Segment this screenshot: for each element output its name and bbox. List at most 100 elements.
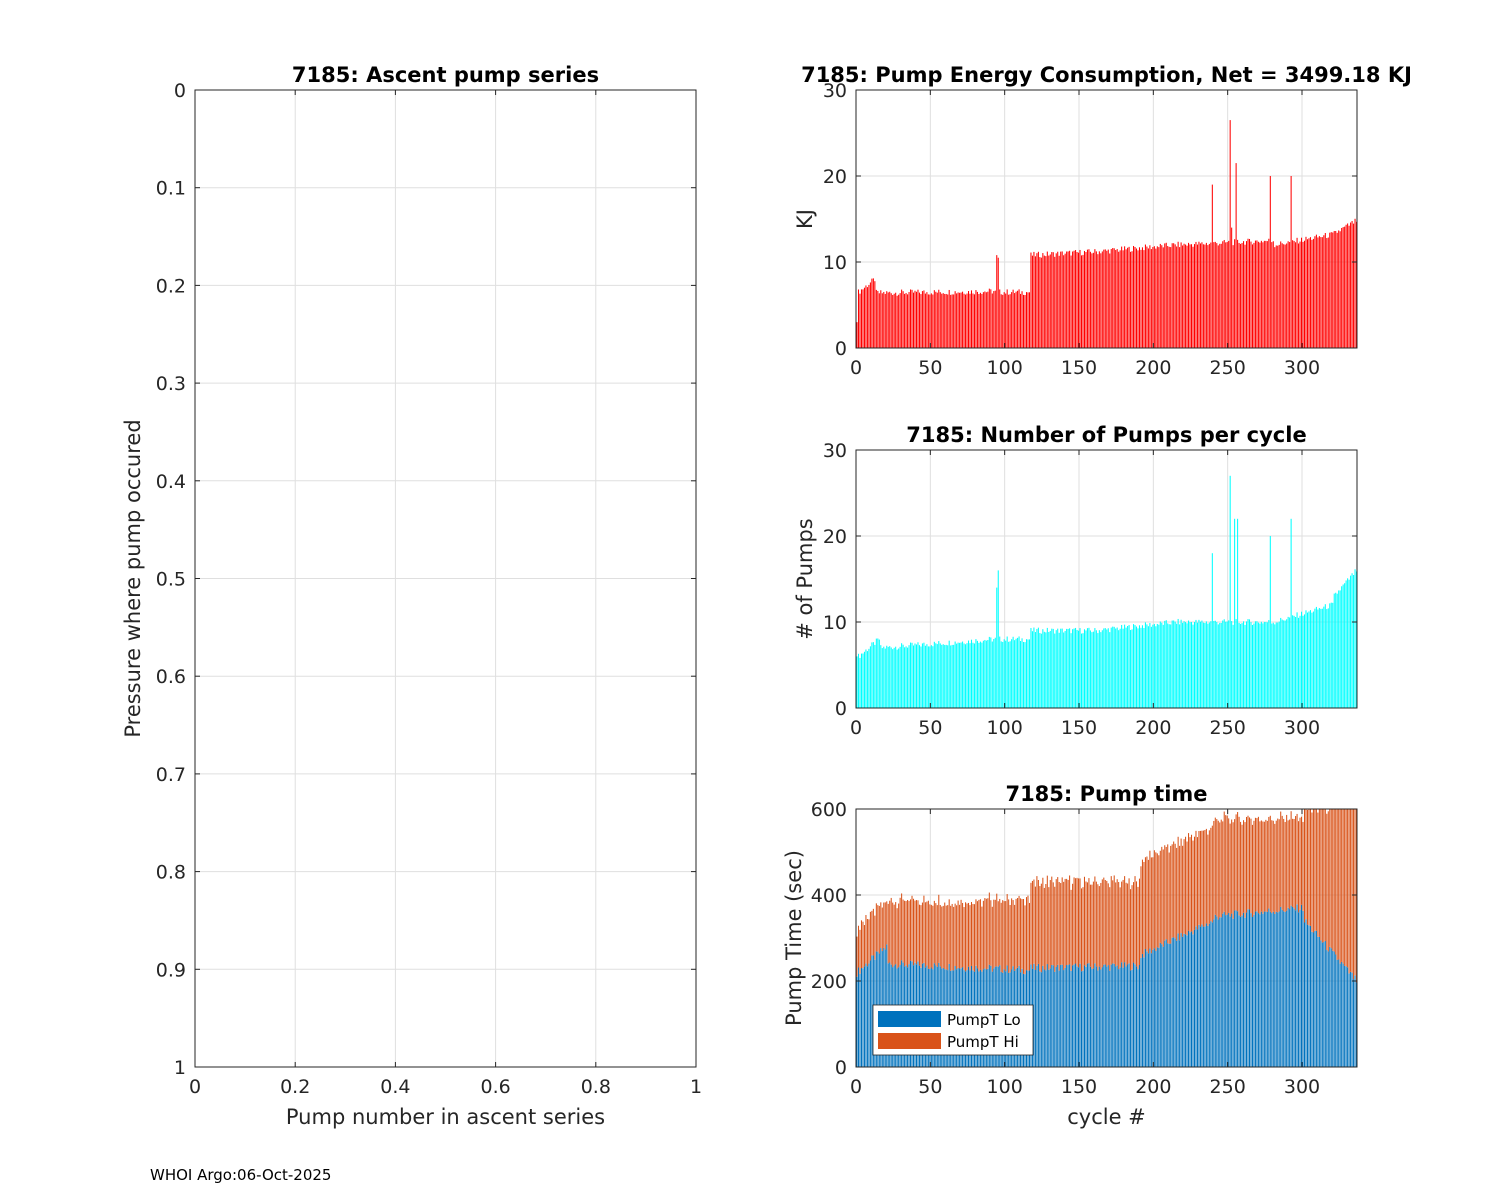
bar-segment — [1292, 906, 1294, 1067]
bar-segment — [1266, 820, 1268, 912]
bar — [1177, 618, 1179, 708]
bar-segment — [1229, 916, 1231, 1067]
bar-segment — [857, 925, 860, 968]
bar — [1188, 242, 1190, 348]
bar-segment — [921, 902, 923, 964]
bar — [1295, 242, 1297, 348]
bar-segment — [1083, 965, 1085, 1067]
bar-segment — [927, 900, 929, 969]
bar — [1014, 640, 1016, 708]
bar — [1018, 289, 1020, 348]
legend-swatch — [878, 1033, 941, 1049]
bar-segment — [926, 901, 928, 966]
bar-segment — [1174, 938, 1176, 1067]
bar-segment — [1311, 931, 1313, 1067]
bar — [1159, 243, 1161, 348]
bar — [1104, 628, 1106, 708]
bar-segment — [1043, 887, 1045, 970]
bar-segment — [1214, 914, 1216, 1067]
bar-segment — [1351, 972, 1353, 1067]
bar-segment — [1118, 882, 1120, 970]
bar — [1118, 630, 1120, 708]
bar-segment — [1060, 964, 1062, 1067]
bar — [979, 292, 981, 348]
bar — [1155, 248, 1157, 348]
bar-segment — [1210, 921, 1212, 1067]
bar — [1338, 230, 1340, 348]
bar — [926, 292, 928, 348]
bar — [1070, 633, 1072, 708]
bar-segment — [1247, 909, 1249, 1067]
bar-segment — [1147, 859, 1149, 954]
bar — [965, 644, 967, 708]
bar — [1023, 294, 1025, 348]
bar — [942, 293, 944, 348]
bar-segment — [1100, 969, 1102, 1067]
bar-segment — [1083, 876, 1085, 966]
bar-segment — [1092, 881, 1094, 969]
bar-segment — [1027, 895, 1029, 971]
bar-segment — [856, 936, 858, 977]
bar — [1280, 241, 1282, 348]
bar-segment — [1054, 886, 1056, 972]
bar-segment — [1254, 911, 1256, 1067]
bar-segment — [970, 902, 973, 966]
bar-segment — [1199, 830, 1201, 927]
bar-segment — [884, 902, 886, 950]
bar-segment — [1262, 913, 1264, 1067]
bar — [1226, 621, 1228, 708]
bar — [1192, 246, 1194, 348]
bar — [972, 293, 974, 348]
bar-segment — [1332, 809, 1334, 951]
bar — [907, 294, 909, 348]
y-tick-label: 10 — [823, 612, 847, 634]
bar-segment — [1280, 906, 1282, 1067]
bar — [1080, 255, 1083, 348]
bar-segment — [956, 905, 958, 970]
bar — [1104, 249, 1106, 348]
bar — [1189, 622, 1191, 708]
bar — [892, 649, 894, 708]
bar — [1198, 619, 1200, 708]
bar — [1158, 247, 1160, 348]
bar — [886, 645, 888, 708]
bar — [1256, 240, 1258, 348]
bar — [1033, 251, 1035, 348]
bar-segment — [1234, 910, 1236, 1067]
bar-segment — [1207, 925, 1209, 1067]
bar-segment — [1031, 880, 1033, 969]
bar-segment — [936, 905, 938, 967]
bar-segment — [1196, 929, 1198, 1067]
bar — [933, 641, 935, 708]
bar-segment — [1176, 847, 1178, 941]
y-axis-label: KJ — [793, 209, 817, 229]
bar-segment — [1089, 884, 1091, 967]
bar-segment — [1229, 823, 1231, 917]
x-tick-label: 250 — [1210, 1076, 1246, 1098]
bar — [997, 570, 999, 708]
bar — [1103, 628, 1105, 708]
bar-segment — [1185, 836, 1187, 935]
bar — [1043, 631, 1045, 708]
bar-segment — [1161, 846, 1163, 945]
bar-segment — [1257, 816, 1259, 914]
bar — [908, 292, 910, 348]
bar — [936, 644, 938, 708]
bar — [1173, 620, 1175, 708]
y-tick-label: 0.9 — [156, 959, 186, 981]
bar-segment — [1293, 908, 1295, 1067]
chart-pumptime: PumpT Lo PumpT Hi 0 50 100 150 200 250 300 0 200 40… — [782, 782, 1358, 1129]
bar — [1232, 624, 1234, 708]
bar-segment — [1069, 875, 1071, 965]
bar — [1318, 236, 1320, 348]
bar-segment — [1075, 963, 1077, 1067]
bar — [991, 293, 993, 348]
bar-segment — [985, 898, 987, 970]
bar — [1254, 621, 1256, 708]
bar-segment — [1281, 815, 1283, 910]
bar — [1235, 619, 1237, 708]
bar — [976, 291, 978, 348]
bar-segment — [1274, 913, 1276, 1067]
bar — [1039, 257, 1041, 348]
bar — [1170, 624, 1172, 708]
